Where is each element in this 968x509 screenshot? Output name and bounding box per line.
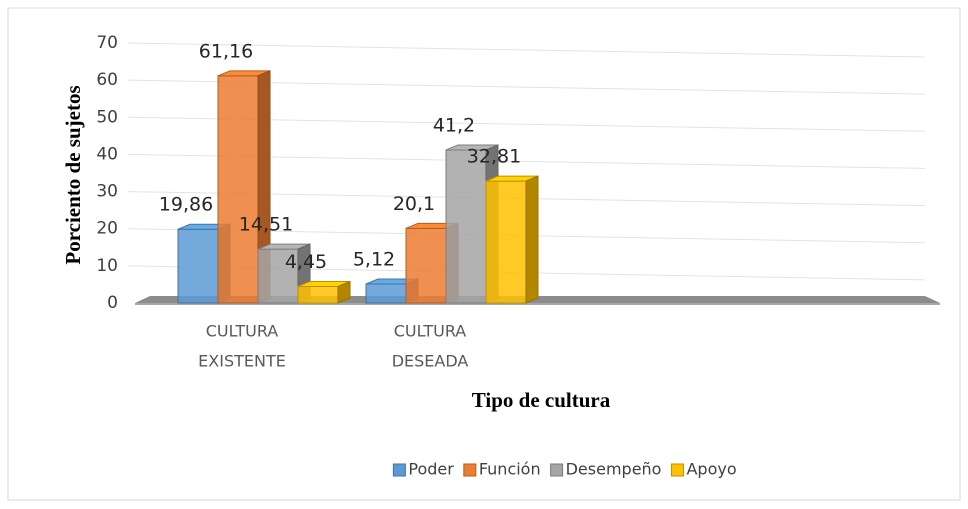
data-label: 14,51	[239, 214, 293, 236]
x-tick-label: DESEADA	[392, 352, 469, 371]
legend-swatch	[550, 463, 564, 477]
legend-label: Desempeño	[566, 460, 662, 479]
bar-side	[525, 175, 539, 304]
x-tick-label: CULTURA	[394, 322, 467, 341]
legend-swatch	[670, 463, 684, 477]
x-axis-title: Tipo de cultura	[472, 388, 611, 412]
y-axis-title: Porciento de sujetos	[61, 85, 85, 264]
y-tick-label: 10	[96, 256, 118, 276]
data-label: 32,81	[467, 146, 521, 168]
grid-line	[127, 42, 926, 58]
legend-label: Función	[479, 460, 541, 479]
bar	[485, 180, 527, 304]
data-label: 61,16	[199, 40, 253, 62]
y-tick-label: 70	[96, 33, 118, 53]
bar	[297, 285, 339, 304]
y-tick-label: 20	[96, 219, 118, 239]
y-tick-label: 30	[96, 182, 118, 202]
legend-label: Poder	[408, 460, 454, 479]
bar	[405, 227, 447, 304]
y-tick-label: 50	[96, 107, 118, 127]
bar	[177, 228, 219, 304]
data-label: 20,1	[393, 193, 435, 215]
data-label: 41,2	[433, 114, 475, 136]
data-label: 5,12	[353, 248, 395, 270]
legend-swatch	[463, 463, 477, 477]
bar	[217, 75, 259, 304]
bar-side	[337, 280, 351, 304]
bar	[365, 283, 407, 304]
x-tick-label: CULTURA	[206, 322, 279, 341]
legend-swatch	[392, 463, 406, 477]
legend: Poder Función Desempeño Apoyo	[392, 460, 737, 479]
data-label: 4,45	[285, 251, 327, 273]
y-tick-label: 60	[96, 70, 118, 90]
y-tick-label: 40	[96, 144, 118, 164]
y-tick-label: 0	[107, 293, 118, 313]
x-tick-label: EXISTENTE	[198, 352, 286, 371]
bar	[445, 149, 487, 304]
legend-label: Apoyo	[686, 460, 736, 479]
data-label: 19,86	[159, 194, 213, 216]
